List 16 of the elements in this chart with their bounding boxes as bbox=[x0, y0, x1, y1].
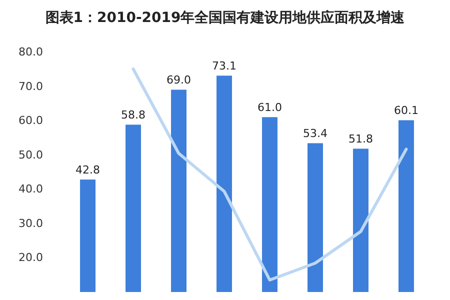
y-tick-label: 80.0 bbox=[18, 46, 43, 59]
data-label: 69.0 bbox=[166, 74, 192, 87]
data-label: 73.1 bbox=[212, 60, 236, 73]
data-label: 51.8 bbox=[348, 132, 373, 146]
y-tick-label: 50.0 bbox=[18, 148, 43, 162]
y-tick-label: 60.0 bbox=[18, 114, 43, 128]
data-label: 58.8 bbox=[121, 108, 146, 122]
y-tick-label: 30.0 bbox=[18, 216, 43, 230]
chart-title: 图表1：2010-2019年全国国有建设用地供应面积及增速 bbox=[45, 9, 406, 26]
data-label: 61.0 bbox=[258, 101, 282, 114]
y-tick-label: 40.0 bbox=[18, 182, 43, 196]
y-tick-label: 20.0 bbox=[18, 251, 43, 264]
data-label: 60.1 bbox=[394, 104, 418, 118]
data-label: 42.8 bbox=[76, 164, 100, 177]
data-label: 53.4 bbox=[302, 127, 328, 140]
y-tick-label: 70.0 bbox=[18, 80, 43, 93]
